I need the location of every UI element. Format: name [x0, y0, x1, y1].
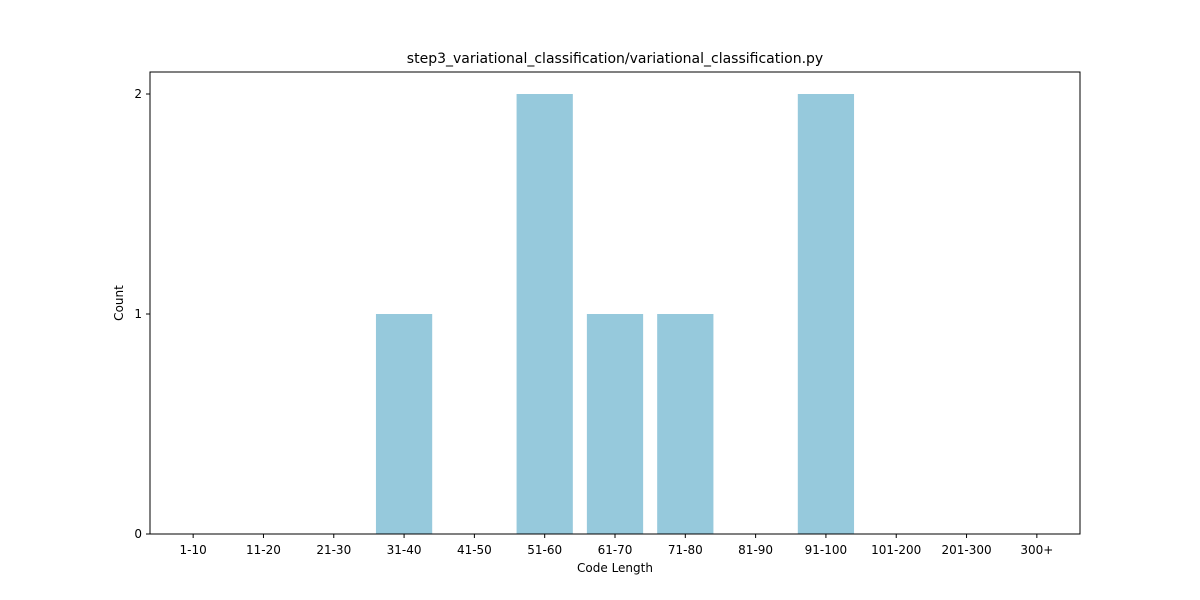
- x-tick-label: 101-200: [871, 543, 921, 557]
- bar-61-70: [586, 314, 644, 534]
- bar-71-80: [657, 314, 714, 534]
- x-tick-label: 1-10: [180, 543, 207, 557]
- y-tick-label: 0: [134, 527, 142, 541]
- x-tick-label: 51-60: [527, 543, 562, 557]
- bar-51-60: [516, 94, 573, 534]
- y-axis-title: Count: [112, 285, 126, 321]
- y-axis: 0 1 2: [134, 87, 150, 541]
- chart-title: step3_variational_classification/variati…: [407, 51, 823, 67]
- x-tick-label: 91-100: [805, 543, 848, 557]
- x-tick-label: 31-40: [387, 543, 422, 557]
- bar-31-40: [375, 314, 433, 534]
- y-tick-label: 2: [134, 87, 142, 101]
- x-tick-label: 300+: [1020, 543, 1053, 557]
- x-tick-label: 61-70: [598, 543, 633, 557]
- bars-group: [375, 94, 855, 534]
- x-tick-label: 71-80: [668, 543, 703, 557]
- x-tick-label: 81-90: [738, 543, 773, 557]
- x-axis: 1-10 11-20 21-30 31-40 41-50 51-60 61-70 71-80 8…: [180, 534, 1053, 557]
- x-tick-label: 21-30: [316, 543, 351, 557]
- bar-91-100: [797, 94, 855, 534]
- x-tick-label: 11-20: [246, 543, 281, 557]
- x-tick-label: 201-300: [941, 543, 991, 557]
- y-tick-label: 1: [134, 307, 142, 321]
- x-tick-label: 41-50: [457, 543, 492, 557]
- x-axis-title: Code Length: [577, 561, 653, 575]
